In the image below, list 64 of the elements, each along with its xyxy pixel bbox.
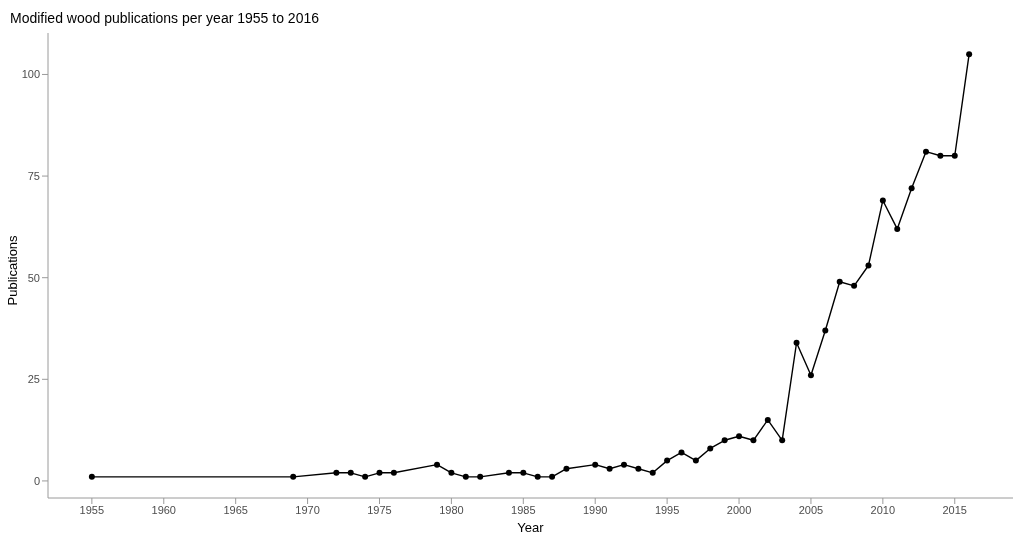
point bbox=[534, 473, 541, 480]
point bbox=[333, 469, 340, 476]
point bbox=[290, 473, 297, 480]
point bbox=[505, 469, 512, 476]
y-axis-title: Publications bbox=[4, 234, 20, 306]
x-tick-label: 1975 bbox=[367, 503, 392, 516]
point bbox=[649, 469, 656, 476]
point bbox=[88, 473, 95, 480]
point bbox=[477, 473, 484, 480]
point bbox=[462, 473, 469, 480]
point bbox=[434, 461, 441, 468]
chart-title: Modified wood publications per year 1955 to 2016 bbox=[10, 9, 320, 28]
point bbox=[620, 461, 627, 468]
point bbox=[836, 278, 843, 285]
point bbox=[879, 197, 886, 204]
point bbox=[822, 327, 829, 334]
point bbox=[865, 262, 872, 269]
point bbox=[721, 437, 728, 444]
x-tick-label: 2000 bbox=[726, 503, 752, 516]
y-tick-label: 100 bbox=[21, 68, 40, 81]
point bbox=[937, 152, 944, 159]
point bbox=[376, 469, 383, 476]
y-tick-label: 50 bbox=[27, 271, 40, 284]
x-tick-label: 2010 bbox=[870, 503, 896, 516]
point bbox=[793, 339, 800, 346]
point bbox=[908, 185, 915, 192]
x-tick-label: 1980 bbox=[439, 503, 464, 516]
x-tick-label: 1970 bbox=[295, 503, 320, 516]
point bbox=[736, 433, 743, 440]
x-tick-label: 2005 bbox=[798, 503, 824, 516]
point bbox=[362, 473, 369, 480]
point bbox=[692, 457, 699, 464]
point bbox=[764, 416, 771, 423]
point bbox=[635, 465, 642, 472]
y-tick-label: 0 bbox=[33, 474, 40, 487]
point bbox=[347, 469, 354, 476]
y-tick-label: 75 bbox=[27, 169, 40, 182]
point bbox=[707, 445, 714, 452]
x-tick-label: 1965 bbox=[223, 503, 248, 516]
point bbox=[664, 457, 671, 464]
point bbox=[779, 437, 786, 444]
point bbox=[966, 51, 973, 58]
point bbox=[592, 461, 599, 468]
point bbox=[563, 465, 570, 472]
x-tick-label: 1960 bbox=[151, 503, 177, 516]
x-axis-title: Year bbox=[517, 520, 545, 535]
x-tick-label: 1955 bbox=[79, 503, 105, 516]
point bbox=[606, 465, 613, 472]
point bbox=[851, 282, 858, 289]
point bbox=[894, 225, 901, 232]
x-tick-label: 2015 bbox=[942, 503, 967, 516]
x-tick-label: 1985 bbox=[511, 503, 536, 516]
point bbox=[750, 437, 757, 444]
point bbox=[390, 469, 397, 476]
x-tick-label: 1995 bbox=[654, 503, 680, 516]
y-tick-label: 25 bbox=[27, 373, 40, 386]
point bbox=[951, 152, 958, 159]
point bbox=[549, 473, 556, 480]
x-tick-label: 1990 bbox=[582, 503, 608, 516]
point bbox=[678, 449, 685, 456]
point bbox=[448, 469, 455, 476]
point bbox=[922, 148, 929, 155]
point bbox=[520, 469, 527, 476]
point bbox=[807, 372, 814, 379]
